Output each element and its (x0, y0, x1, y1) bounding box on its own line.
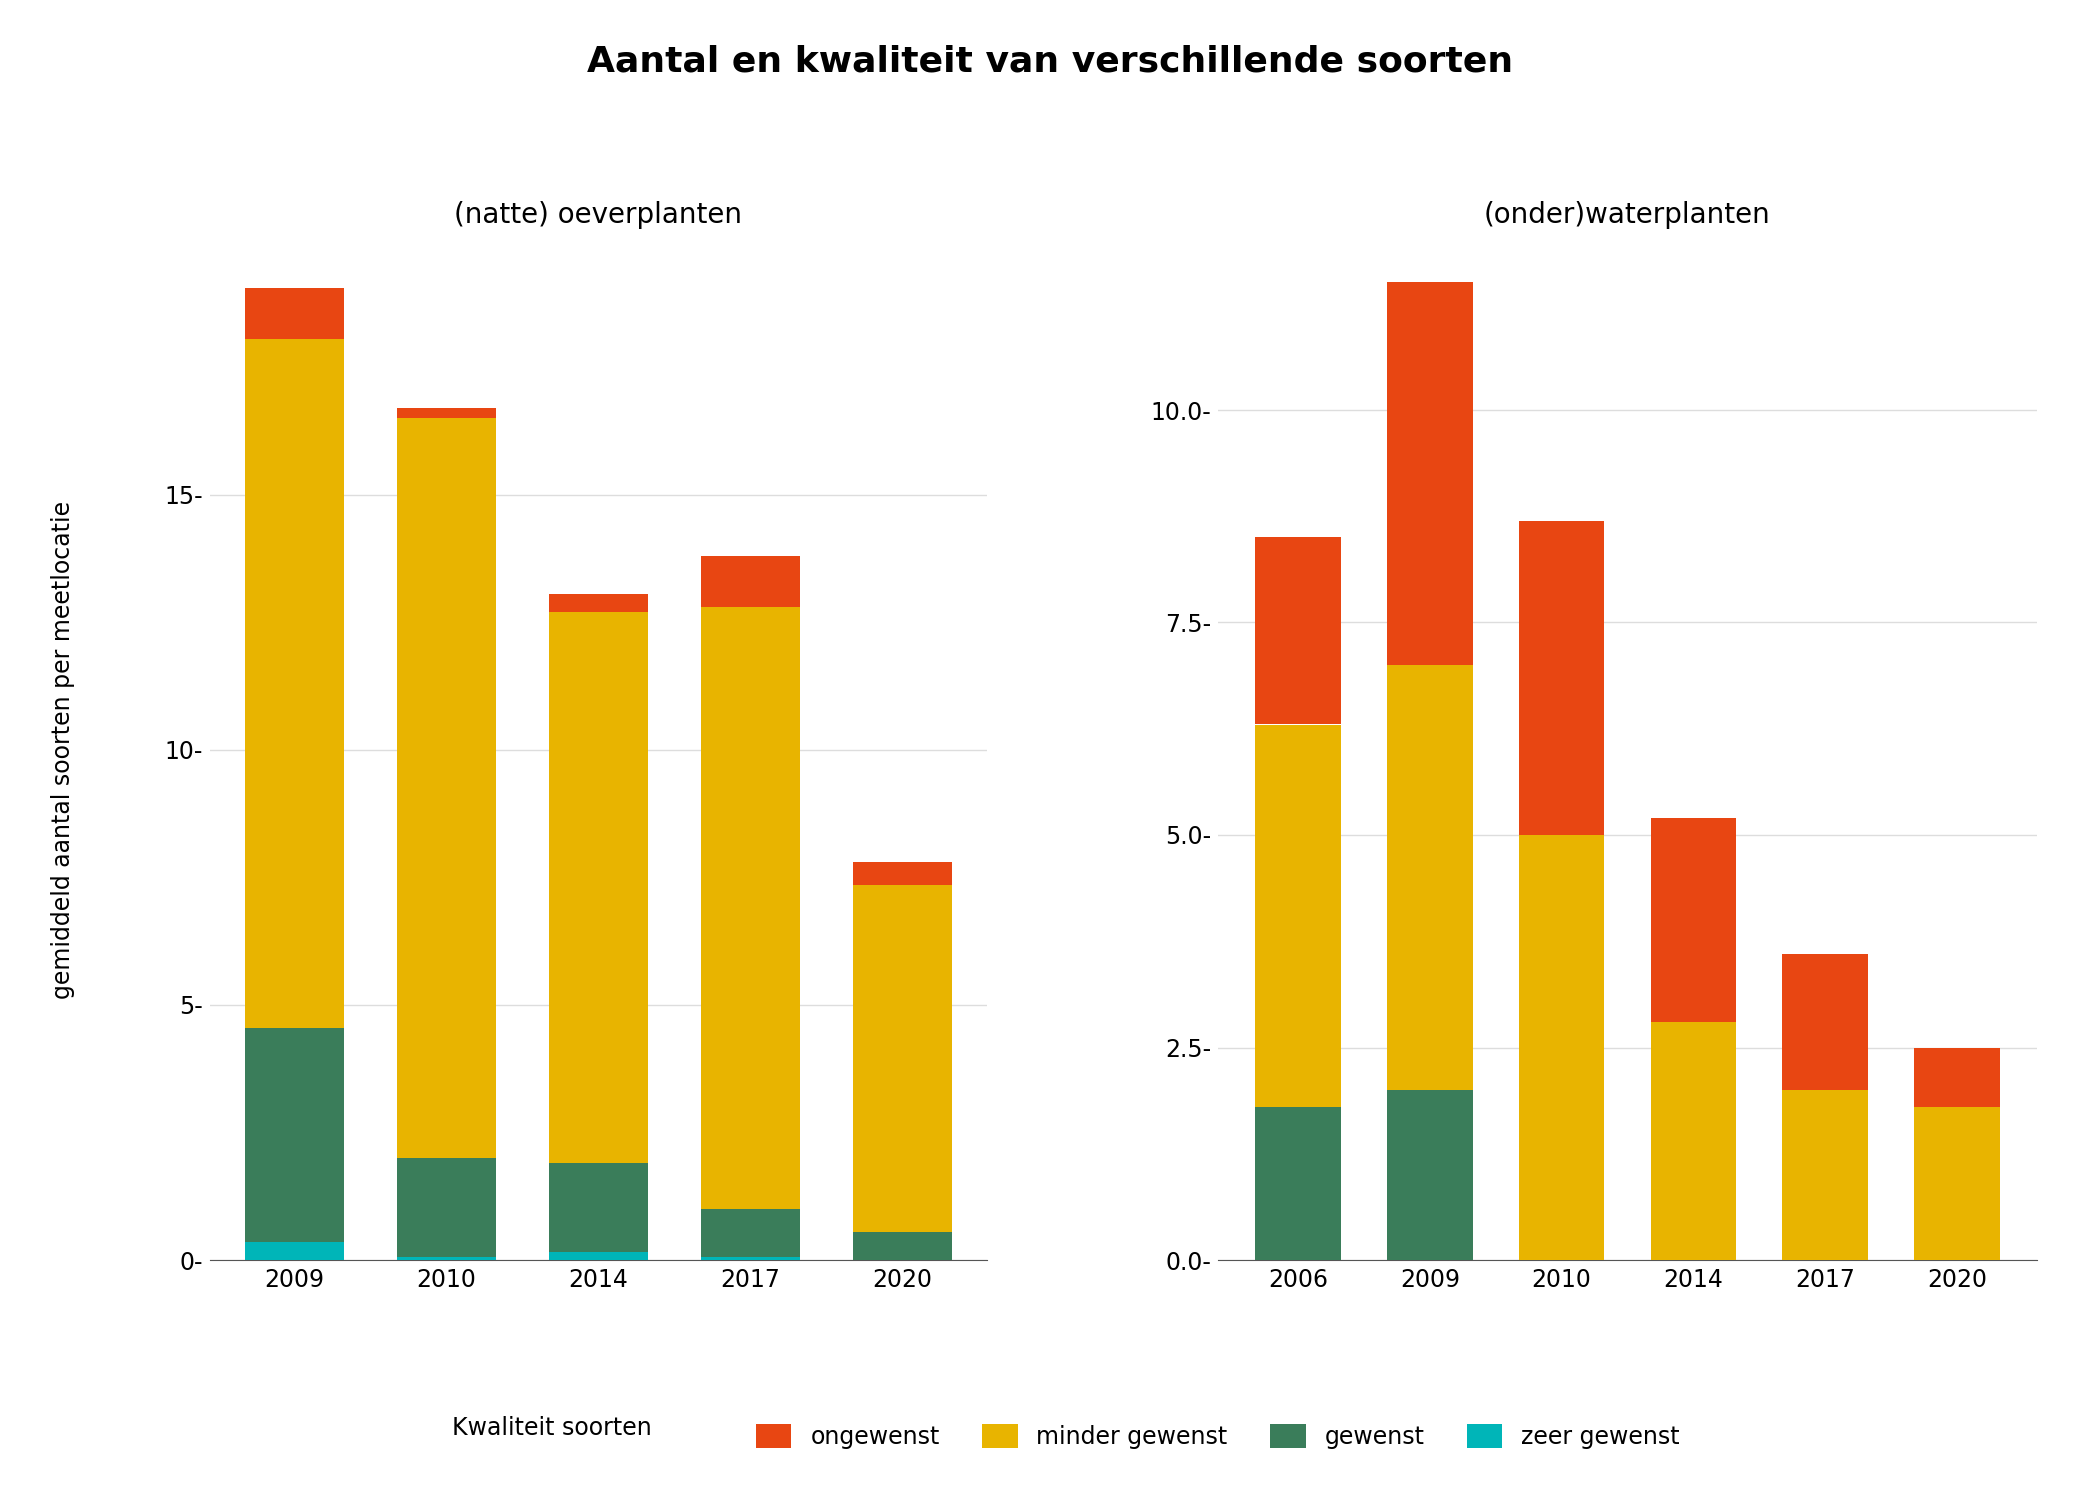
Bar (701, 608, 800, 1209)
Bar (701, 1257, 800, 1260)
Bar (246, 1242, 344, 1260)
Bar (1256, 724, 1342, 1107)
Bar (853, 1232, 951, 1260)
Bar (397, 408, 496, 419)
Bar (548, 1162, 649, 1252)
Bar (548, 1252, 649, 1260)
Bar (397, 1158, 496, 1257)
Bar (397, 1257, 496, 1260)
Bar (1783, 954, 1869, 1090)
Bar (1518, 836, 1604, 1260)
Bar (1386, 1090, 1472, 1260)
Bar (701, 556, 800, 608)
Bar (1386, 282, 1472, 664)
Bar (1783, 1090, 1869, 1260)
Bar (853, 885, 951, 1232)
Bar (246, 288, 344, 339)
Bar (548, 612, 649, 1162)
Bar (246, 339, 344, 1028)
Bar (548, 594, 649, 612)
Bar (1256, 1107, 1342, 1260)
Bar (1651, 818, 1737, 1022)
Bar (1256, 537, 1342, 724)
Title: (natte) oeverplanten: (natte) oeverplanten (454, 201, 743, 229)
Bar (853, 862, 951, 885)
Bar (246, 1028, 344, 1242)
Bar (397, 419, 496, 1158)
Legend: ongewenst, minder gewenst, gewenst, zeer gewenst: ongewenst, minder gewenst, gewenst, zeer… (748, 1414, 1688, 1458)
Title: (onder)waterplanten: (onder)waterplanten (1485, 201, 1770, 229)
Bar (1651, 1022, 1737, 1260)
Text: Aantal en kwaliteit van verschillende soorten: Aantal en kwaliteit van verschillende so… (586, 45, 1514, 80)
Bar (1913, 1047, 1999, 1107)
Text: gemiddeld aantal soorten per meetlocatie: gemiddeld aantal soorten per meetlocatie (50, 501, 76, 999)
Text: Kwaliteit soorten: Kwaliteit soorten (452, 1416, 651, 1440)
Bar (1913, 1107, 1999, 1260)
Bar (1518, 520, 1604, 836)
Bar (701, 1209, 800, 1257)
Bar (1386, 664, 1472, 1090)
